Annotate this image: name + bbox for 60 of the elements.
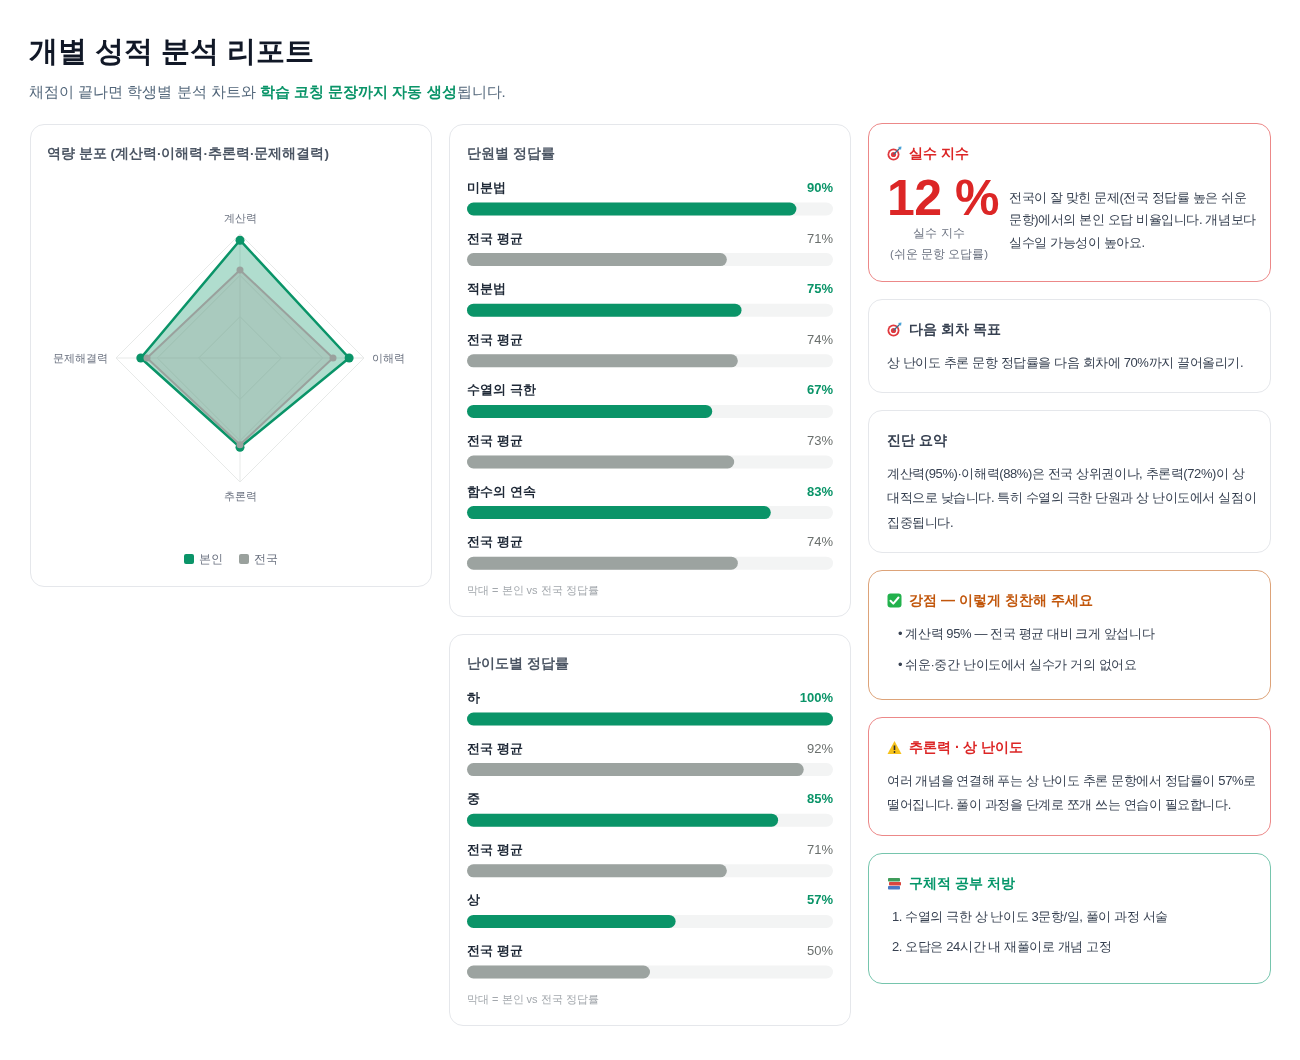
text: 학습 코칭 문장까지 자동 생성 — [259, 83, 457, 100]
y-tick-label: 전국 평균 — [466, 230, 523, 246]
data-label: 75% — [806, 280, 833, 296]
data-label: 57% — [806, 891, 833, 907]
legend-label: 전국 — [253, 551, 278, 566]
spoke-label: 이해력 — [371, 351, 405, 364]
text: 개별 성적 분석 리포트 — [29, 34, 316, 69]
y-tick-label: 적분법 — [466, 280, 506, 296]
text: • 쉬운·중간 난이도에서 실수가 거의 없어요 — [898, 656, 1138, 674]
y-tick-label: 미분법 — [466, 179, 506, 195]
text: 채점이 끝나면 학생별 분석 차트와 — [29, 83, 257, 100]
y-tick-label: 함수의 연속 — [466, 483, 536, 499]
text: 계산력(95%)·이해력(88%)은 전국 상위권이나, 추론력(72%)이 상대적으로 낮습니다. 특히 수열의 극한 단원과 상 난이도에서 실점이 집중됩니다. — [887, 464, 1257, 532]
y-tick-label: 상 — [466, 891, 480, 907]
y-tick-label: 수열의 극한 — [466, 381, 536, 397]
y-tick-label: 전국 평균 — [466, 740, 523, 756]
text: 진단 요약 — [887, 431, 947, 450]
y-tick-label: 하 — [466, 689, 480, 705]
text: 실수 지수 — [909, 144, 969, 163]
data-label: 50% — [806, 942, 833, 958]
data-label: 85% — [806, 790, 833, 806]
spoke-label: 추론력 — [223, 489, 256, 502]
spoke-label: 문제해결력 — [52, 351, 108, 364]
text: 막대 = 본인 vs 전국 정답률 — [466, 583, 599, 596]
data-label: 100% — [799, 689, 833, 705]
text: 상 난이도 추론 문항 정답률을 다음 회차에 70%까지 끌어올리기. — [887, 353, 1245, 372]
y-tick-label: 전국 평균 — [466, 331, 523, 347]
y-tick-label: 전국 평균 — [466, 533, 523, 549]
y-tick-label: 전국 평균 — [466, 942, 523, 958]
text: 다음 회차 목표 — [909, 320, 1001, 339]
y-tick-label: 전국 평균 — [466, 432, 523, 448]
y-tick-label: 중 — [466, 790, 480, 806]
text: 2. 오답은 24시간 내 재풀이로 개념 고정 — [892, 938, 1113, 956]
text: 여러 개념을 연결해 푸는 상 난이도 추론 문항에서 정답률이 57%로 떨어집니다. 풀이 과정을 단계로 쪼개 쓰는 연습이 필요합니다. — [887, 771, 1257, 815]
text: • 계산력 95% — 전국 평균 대비 크게 앞섭니다 — [898, 625, 1156, 643]
text: 강점 — 이렇게 칭찬해 주세요 — [909, 591, 1093, 610]
data-label: 67% — [806, 381, 833, 397]
text: 추론력 · 상 난이도 — [909, 738, 1024, 757]
text: 막대 = 본인 vs 전국 정답률 — [466, 992, 599, 1005]
spoke-label: 계산력 — [223, 211, 256, 224]
text: (쉬운 문항 오답률) — [888, 247, 990, 262]
data-label: 92% — [806, 740, 833, 756]
text: 1. 수열의 극한 상 난이도 3문항/일, 풀이 과정 서술 — [892, 908, 1169, 926]
data-label: 90% — [806, 179, 833, 195]
data-label: 83% — [806, 483, 833, 499]
text: 12 % — [887, 170, 999, 226]
data-label: 71% — [806, 230, 833, 246]
data-label: 71% — [806, 841, 833, 857]
chart-title: 역량 분포 (계산력·이해력·추론력·문제해결력) — [46, 145, 329, 161]
data-label: 74% — [806, 533, 833, 549]
data-label: 73% — [806, 432, 833, 448]
legend-label: 본인 — [198, 551, 223, 566]
y-tick-label: 전국 평균 — [466, 841, 523, 857]
chart-title: 단원별 정답률 — [466, 145, 555, 161]
chart-title: 난이도별 정답률 — [466, 655, 569, 671]
data-label: 74% — [806, 331, 833, 347]
text: 됩니다. — [456, 83, 506, 100]
text: 구체적 공부 처방 — [909, 874, 1015, 893]
text: 실수 지수 — [913, 227, 965, 239]
text: 전국이 잘 맞힌 문제(전국 정답률 높은 쉬운 문항)에서의 본인 오답 비율입니다. 개념보다 실수일 가능성이 높아요. — [1009, 188, 1257, 252]
